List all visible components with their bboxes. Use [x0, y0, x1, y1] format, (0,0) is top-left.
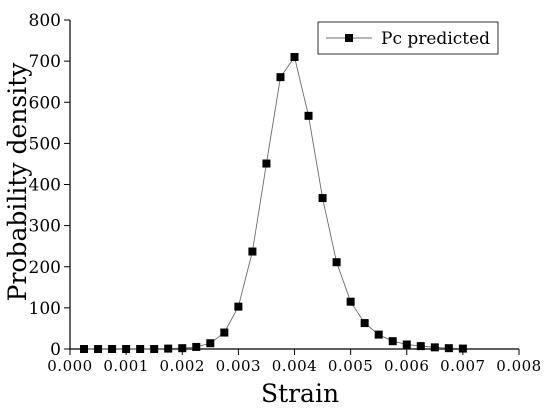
- data-point: [206, 339, 215, 348]
- x-tick-label: 0.005: [328, 357, 373, 375]
- data-point: [374, 330, 383, 339]
- y-tick-label: 700: [29, 52, 61, 72]
- x-tick-label: 0.007: [440, 357, 485, 375]
- series-group: [80, 53, 467, 353]
- data-point: [108, 345, 117, 353]
- x-tick-label: 0.006: [384, 357, 429, 375]
- data-point: [136, 345, 145, 353]
- x-ticks: 0.000 0.001 0.002 0.003 0.004 0.005 0.006 0.007…: [47, 349, 541, 375]
- data-point: [304, 111, 313, 120]
- plot-area: 0.000 0.001 0.002 0.003 0.004 0.005 0.006 0.007…: [29, 11, 542, 375]
- x-tick-label: 0.008: [496, 357, 541, 375]
- y-ticks: 0 100 200 300 400 500 600 700 800: [29, 11, 70, 360]
- data-point: [332, 258, 341, 267]
- y-tick-label: 100: [29, 299, 61, 319]
- x-tick-label: 0.001: [103, 357, 148, 375]
- y-tick-label: 600: [29, 93, 61, 113]
- data-point: [318, 194, 327, 203]
- y-tick-label: 400: [29, 176, 61, 196]
- x-tick-label: 0.004: [272, 357, 317, 375]
- y-tick-label: 200: [29, 258, 61, 278]
- data-point: [444, 344, 453, 353]
- data-point: [290, 53, 299, 62]
- data-point: [262, 159, 271, 168]
- y-tick-label: 800: [29, 11, 61, 31]
- data-point: [360, 319, 369, 328]
- legend-marker: [345, 34, 353, 42]
- data-point: [94, 345, 103, 353]
- data-point: [458, 344, 467, 353]
- y-axis-title: Probability density: [3, 62, 32, 302]
- data-point: [234, 302, 243, 311]
- data-point: [402, 340, 411, 349]
- series-line: [84, 55, 463, 350]
- data-point: [430, 343, 439, 352]
- data-point: [248, 247, 257, 256]
- data-point: [178, 344, 187, 353]
- data-point: [164, 344, 173, 353]
- x-axis-title: Strain: [261, 379, 339, 408]
- x-tick-label: 0.000: [47, 357, 92, 375]
- y-tick-label: 0: [50, 340, 61, 360]
- y-tick-label: 500: [29, 134, 61, 154]
- data-point: [416, 342, 425, 351]
- data-point: [192, 342, 201, 351]
- legend-label: Pc predicted: [381, 29, 490, 49]
- x-tick-label: 0.002: [160, 357, 205, 375]
- data-point: [122, 345, 131, 353]
- x-tick-label: 0.003: [216, 357, 261, 375]
- data-point: [276, 73, 285, 82]
- data-point: [80, 345, 89, 353]
- y-tick-label: 300: [29, 217, 61, 237]
- data-point: [150, 345, 159, 353]
- data-point: [220, 328, 229, 337]
- legend: Pc predicted: [317, 21, 499, 55]
- data-point: [388, 337, 397, 346]
- data-point: [346, 297, 355, 306]
